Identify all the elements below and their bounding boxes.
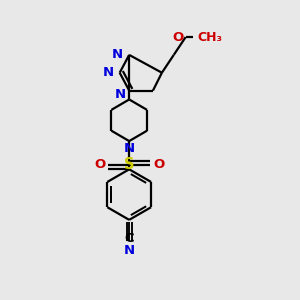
Text: O: O — [94, 158, 105, 171]
Text: N: N — [103, 66, 114, 79]
Text: CH₃: CH₃ — [198, 31, 223, 44]
Text: N: N — [124, 142, 135, 155]
Text: O: O — [172, 31, 183, 44]
Text: N: N — [112, 48, 123, 62]
Text: N: N — [124, 244, 135, 257]
Text: O: O — [153, 158, 164, 171]
Text: N: N — [115, 88, 126, 100]
Text: S: S — [124, 158, 134, 172]
Text: C: C — [124, 232, 134, 245]
